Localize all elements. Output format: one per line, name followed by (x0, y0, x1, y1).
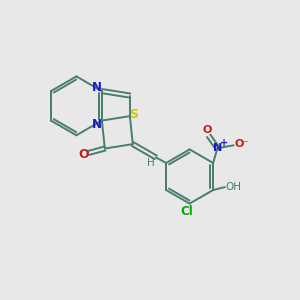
Text: O: O (202, 125, 212, 135)
Text: OH: OH (225, 182, 241, 191)
Text: S: S (129, 108, 138, 121)
Text: ⁻: ⁻ (242, 139, 248, 149)
Text: O: O (235, 139, 244, 149)
Text: N: N (213, 142, 222, 153)
Text: N: N (92, 81, 102, 94)
Text: H: H (148, 158, 155, 168)
Text: O: O (78, 148, 89, 161)
Text: +: + (220, 138, 228, 148)
Text: N: N (92, 118, 102, 130)
Text: Cl: Cl (180, 205, 193, 218)
